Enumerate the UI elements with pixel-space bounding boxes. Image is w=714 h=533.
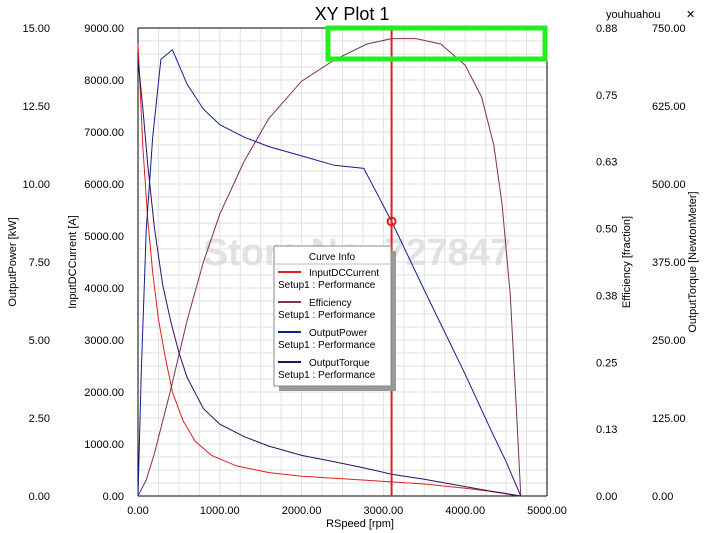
close-icon[interactable]: ✕ [686, 9, 695, 21]
x-axis-label: RSpeed [rpm] [326, 518, 394, 530]
y-tick-label: 0.00 [652, 491, 673, 503]
x-tick-label: 2000.00 [282, 505, 322, 517]
y-tick-label: 5.00 [29, 335, 50, 347]
y-tick-label: 5000.00 [84, 231, 124, 243]
user-name: youhuahou [606, 9, 660, 21]
chart-title: XY Plot 1 [315, 4, 390, 24]
y-tick-label: 7000.00 [84, 127, 124, 139]
y-tick-label: 125.00 [652, 413, 686, 425]
y-tick-label: 12.50 [22, 101, 50, 113]
legend-entry-sub: Setup1 : Performance [278, 370, 376, 381]
y-tick-label: 10.00 [22, 179, 50, 191]
y-tick-label: 250.00 [652, 335, 686, 347]
legend-entry-sub: Setup1 : Performance [278, 280, 376, 291]
legend-entry-sub: Setup1 : Performance [278, 340, 376, 351]
series-line-outputpower [137, 48, 522, 497]
y-tick-label: 0.00 [103, 491, 124, 503]
x-tick-label: 3000.00 [364, 505, 404, 517]
y-tick-label: 4000.00 [84, 283, 124, 295]
y-tick-label: 15.00 [22, 23, 50, 35]
y-tick-label: 1000.00 [84, 439, 124, 451]
x-tick-label: 5000.00 [527, 505, 567, 517]
x-tick-label: 4000.00 [445, 505, 485, 517]
series-line-inputdccurrent [137, 43, 521, 497]
y-tick-label: 500.00 [652, 179, 686, 191]
y-tick-label: 0.75 [596, 90, 617, 102]
legend-entry-name: InputDCCurrent [309, 268, 379, 279]
y-axis-label-output-torque: OutputTorque [NewtonMeter] [687, 191, 699, 332]
y-tick-label: 0.13 [596, 424, 617, 436]
x-tick-label: 0.00 [127, 505, 148, 517]
y-tick-label: 0.50 [596, 224, 617, 236]
series-line-efficiency [137, 38, 522, 497]
y-tick-label: 0.00 [596, 491, 617, 503]
highlight-box [325, 25, 548, 62]
y-tick-label: 0.00 [29, 491, 50, 503]
legend-entry-sub: Setup1 : Performance [278, 310, 376, 321]
y-tick-label: 0.38 [596, 290, 617, 302]
y-tick-label: 625.00 [652, 101, 686, 113]
y-tick-label: 0.88 [596, 23, 617, 35]
y-tick-label: 6000.00 [84, 179, 124, 191]
series-lines [137, 38, 522, 497]
y-tick-label: 0.63 [596, 157, 617, 169]
y-tick-label: 750.00 [652, 23, 686, 35]
y-axis-label-output-power: OutputPower [kW] [7, 217, 19, 306]
y-axis-label-efficiency: Efficiency [fraction] [621, 216, 633, 308]
tick-labels: 0.00 1000.00 2000.00 3000.00 4000.00 5000.00 0… [22, 23, 685, 517]
legend-entry-name: Efficiency [309, 298, 352, 309]
marker-point[interactable] [386, 216, 397, 227]
legend-title: Curve Info [309, 252, 356, 263]
y-tick-label: 3000.00 [84, 335, 124, 347]
y-tick-label: 8000.00 [84, 75, 124, 87]
y-tick-label: 9000.00 [84, 23, 124, 35]
y-axis-label-input-dc-current: InputDCCurrent [A] [67, 215, 79, 309]
y-tick-label: 375.00 [652, 257, 686, 269]
series-line-outputtorque [137, 59, 521, 497]
x-tick-label: 1000.00 [200, 505, 240, 517]
legend-entry-name: OutputPower [309, 328, 368, 339]
legend-entry-name: OutputTorque [309, 358, 370, 369]
y-tick-label: 2000.00 [84, 387, 124, 399]
y-tick-label: 0.25 [596, 357, 617, 369]
y-tick-label: 7.50 [29, 257, 50, 269]
y-tick-label: 2.50 [29, 413, 50, 425]
